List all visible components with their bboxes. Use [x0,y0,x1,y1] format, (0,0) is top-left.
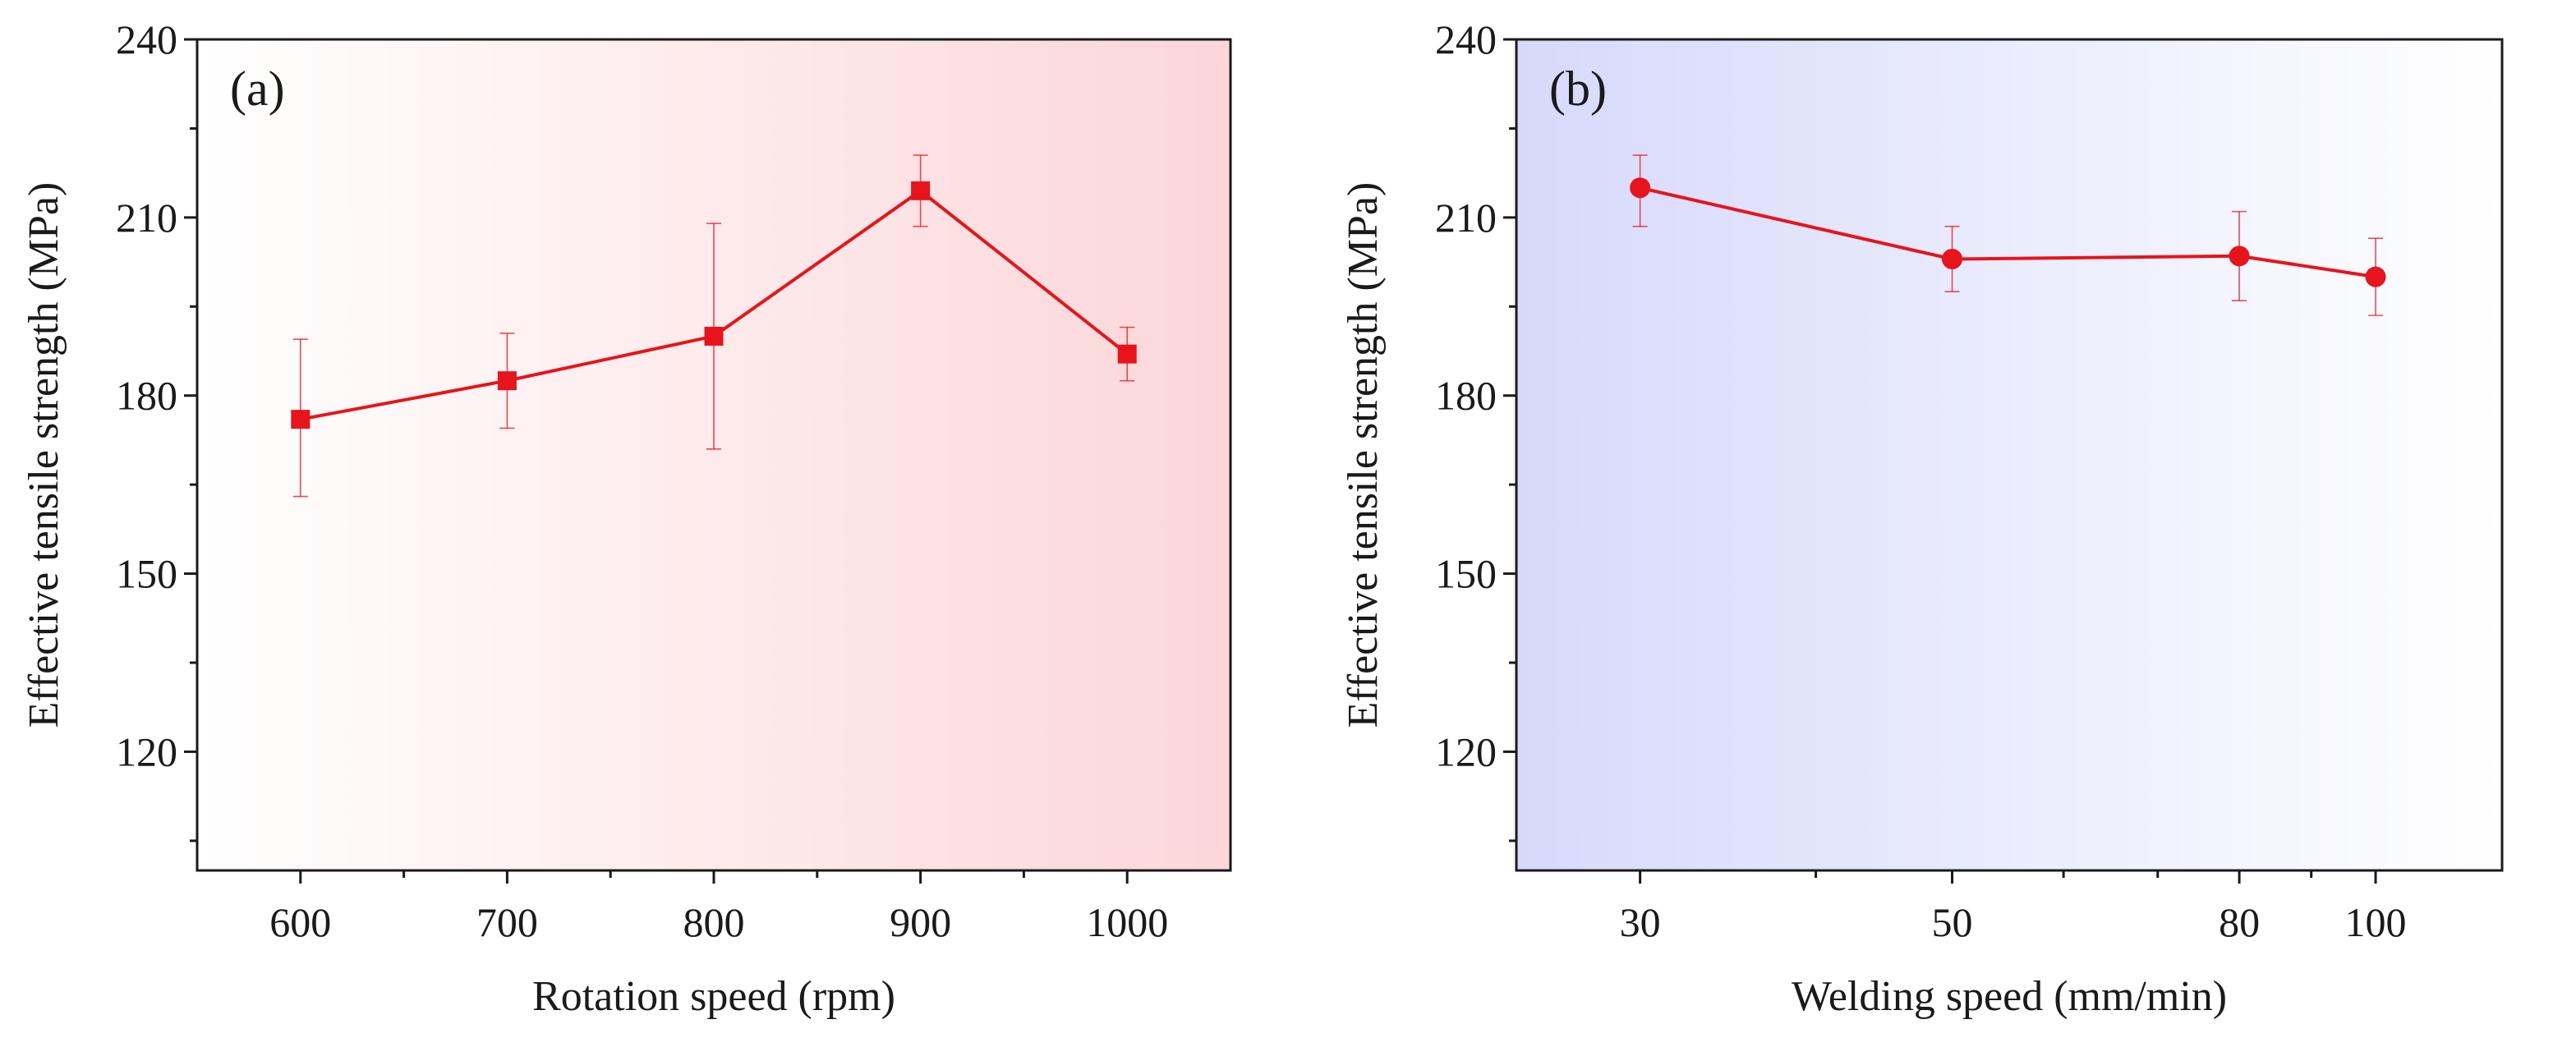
x-axis-title: Rotation speed (rpm) [532,973,895,1020]
x-tick-label: 30 [1620,899,1661,945]
panel-label: (a) [230,62,285,116]
y-tick-label: 120 [1435,728,1497,774]
data-point [2365,266,2386,287]
data-point [704,326,724,346]
plot-frame [1515,38,2504,872]
x-tick-label: 700 [476,899,538,945]
data-point [2229,246,2250,267]
data-point [1117,344,1137,364]
x-tick-label: 1000 [1086,899,1168,945]
y-tick-label: 120 [116,728,177,774]
y-axis-title: Effective tensile strength (MPa) [1340,182,1387,728]
data-point [911,181,931,200]
y-tick-label: 180 [116,373,177,419]
y-tick-label: 180 [1435,373,1497,419]
y-tick-label: 240 [116,16,177,62]
x-tick-label: 80 [2219,899,2260,945]
data-point [1942,248,1963,269]
y-tick-label: 210 [116,195,177,241]
plot-background [1516,39,2502,870]
plot-background [197,39,1230,870]
data-point [1630,177,1651,199]
y-tick-label: 150 [116,551,177,597]
y-tick-label: 150 [1435,551,1497,597]
data-point [497,371,517,391]
chart-panel-a: 120 150 180 210 240 600 700 800 900 1000 Rotation … [21,16,1232,1020]
series-line [1640,186,2376,279]
x-tick-label: 800 [683,899,745,945]
y-tick-label: 210 [1435,195,1497,241]
y-axis-title: Effective tensile strength (MPa) [21,182,67,728]
x-axis-title: Welding speed (mm/min) [1792,973,2227,1020]
x-tick-label: 900 [890,899,951,945]
x-tick-label: 50 [1932,899,1973,945]
y-tick-label: 240 [1435,16,1497,62]
panel-label: (b) [1549,62,1607,116]
chart-panel-b: 120 150 180 210 240 30 50 80 100 Welding speed (m… [1340,16,2504,1020]
x-tick-label: 600 [269,899,331,945]
data-point [291,410,310,429]
x-tick-label: 100 [2345,899,2407,945]
